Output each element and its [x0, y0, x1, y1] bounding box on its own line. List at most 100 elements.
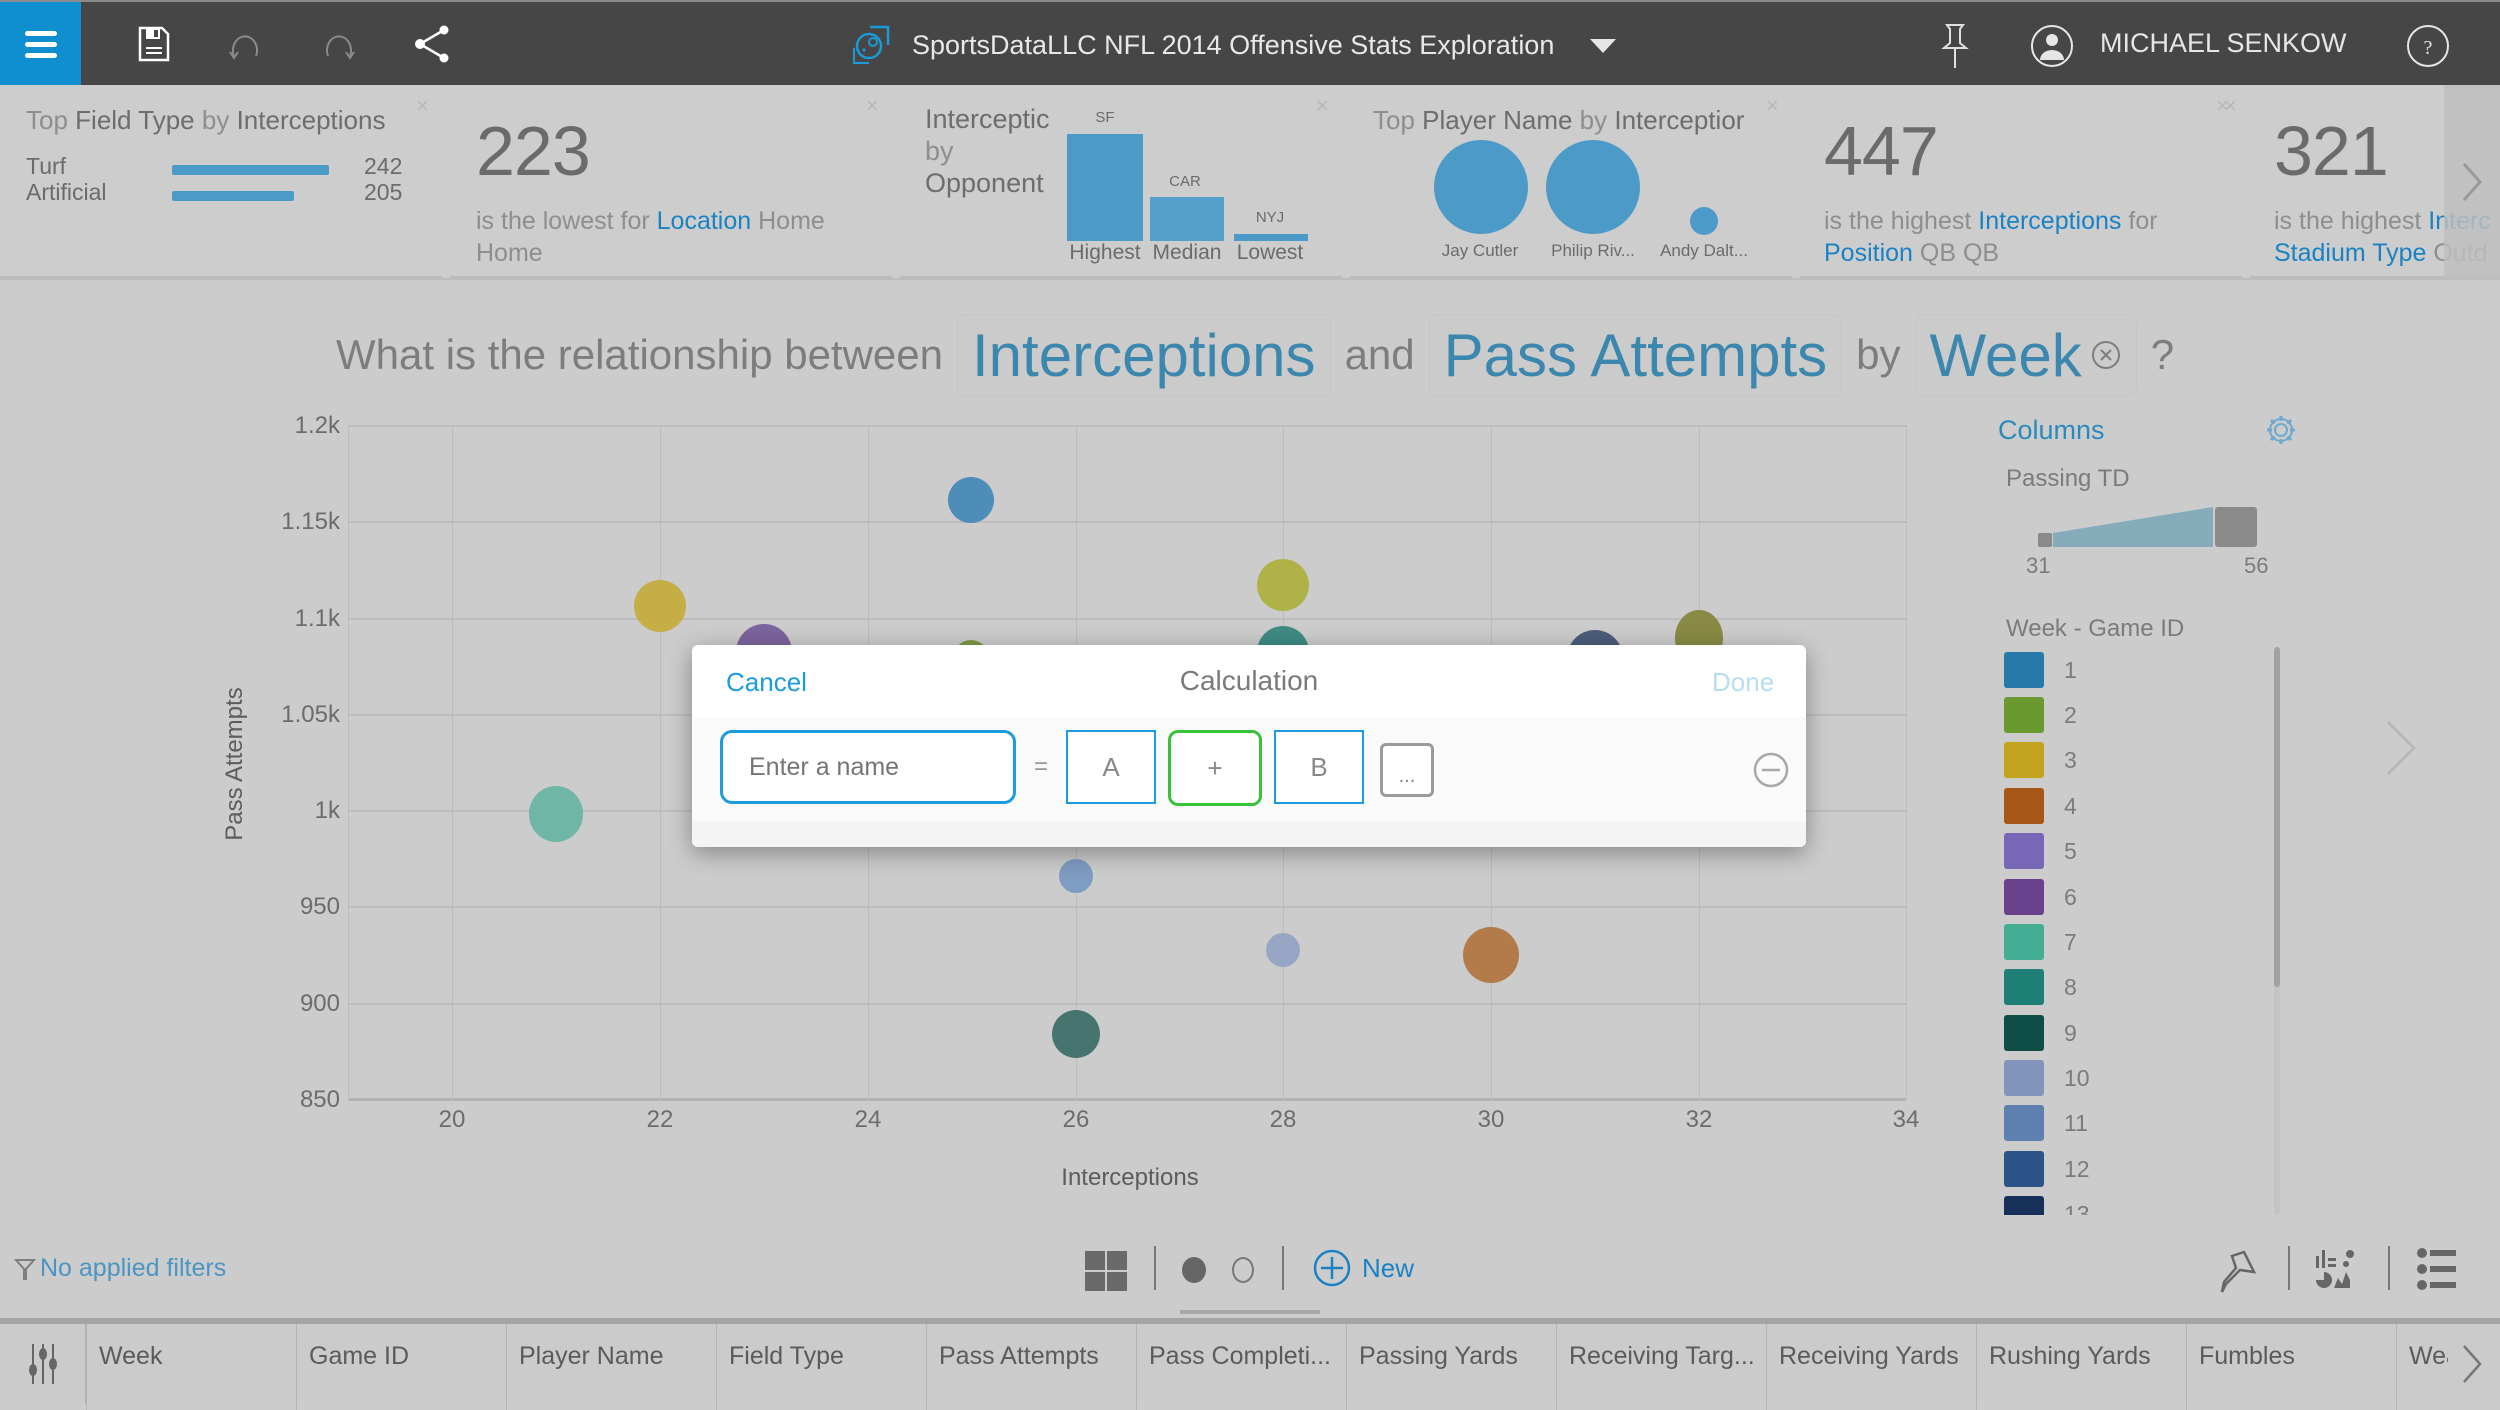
- pin-insight-icon[interactable]: [2214, 1248, 2258, 1294]
- column-header-field-type[interactable]: Field Type: [716, 1324, 926, 1410]
- insight-card-highest-position[interactable]: × 447 is the highest Interceptions for Po…: [1800, 85, 2242, 278]
- legend-item[interactable]: 11: [2004, 1105, 2088, 1141]
- insight-value: 321: [2274, 112, 2389, 190]
- close-card-icon[interactable]: ×: [1316, 93, 1329, 118]
- data-point-week-3[interactable]: [634, 580, 686, 632]
- close-card-icon[interactable]: ×: [2216, 93, 2229, 118]
- list-icon[interactable]: [2414, 1246, 2458, 1292]
- data-point-week-1[interactable]: [948, 477, 994, 523]
- dimension-pill[interactable]: Week: [1914, 313, 2137, 397]
- column-header-receiving-yards[interactable]: Receiving Yards: [1766, 1324, 1976, 1410]
- menu-button[interactable]: [0, 2, 81, 87]
- legend-item[interactable]: 7: [2004, 924, 2077, 960]
- measure1-pill[interactable]: Interceptions: [957, 313, 1331, 397]
- column-header-pass-completions[interactable]: Pass Completi...: [1136, 1324, 1346, 1410]
- data-point-week-2[interactable]: [1257, 559, 1309, 611]
- bar-label: Median: [1152, 241, 1222, 264]
- done-button[interactable]: Done: [1712, 667, 1775, 697]
- columns-button[interactable]: Columns: [1998, 415, 2105, 445]
- insight-text: is the lowest for Location Home Home: [476, 207, 825, 267]
- column-header-player-name[interactable]: Player Name: [506, 1324, 716, 1410]
- data-point-week-7[interactable]: [529, 786, 583, 842]
- column-header-passing-yards[interactable]: Passing Yards: [1346, 1324, 1556, 1410]
- data-point-week-4[interactable]: [1463, 927, 1519, 983]
- close-card-icon[interactable]: ×: [416, 93, 429, 118]
- drag-handle[interactable]: [1180, 1310, 1320, 1314]
- column-header-weather[interactable]: Wea: [2396, 1324, 2448, 1410]
- operand-b-slot[interactable]: B: [1274, 730, 1364, 804]
- column-header-fumbles[interactable]: Fumbles: [2186, 1324, 2396, 1410]
- remove-row-icon[interactable]: [1752, 751, 1790, 789]
- legend-item[interactable]: 12: [2004, 1151, 2090, 1187]
- chevron-down-icon[interactable]: [1588, 35, 1618, 55]
- calculation-name-input[interactable]: [720, 730, 1016, 804]
- operator-slot[interactable]: +: [1168, 730, 1262, 806]
- legend-item[interactable]: 8: [2004, 969, 2077, 1005]
- page-dot-active[interactable]: [1182, 1257, 1206, 1283]
- legend-swatch: [2004, 697, 2044, 733]
- insight-card-top-player[interactable]: × Top Player Name by Interceptior Jay Cu…: [1350, 85, 1792, 278]
- data-point-week-10[interactable]: [1266, 933, 1300, 967]
- operand-a-slot[interactable]: A: [1066, 730, 1156, 804]
- close-card-icon[interactable]: ×: [1766, 93, 1779, 118]
- y-axis-line: [348, 425, 349, 1100]
- data-point-week-9[interactable]: [1052, 1010, 1100, 1058]
- remove-dimension-icon[interactable]: [2090, 339, 2122, 371]
- legend-item[interactable]: 9: [2004, 1015, 2077, 1051]
- data-table-header: Week Game ID Player Name Field Type Pass…: [0, 1318, 2500, 1410]
- chart-types-icon[interactable]: [2312, 1246, 2358, 1292]
- redo-icon[interactable]: [316, 22, 360, 66]
- size-legend-min: 31: [2026, 553, 2051, 578]
- pin-icon[interactable]: [1940, 22, 1970, 70]
- close-card-icon[interactable]: ×: [866, 93, 879, 118]
- insight-card-opponent[interactable]: × Interceptic by Opponent SF CAR NYJ Highe…: [900, 85, 1342, 278]
- user-name[interactable]: MICHAEL SENKOW: [2100, 28, 2347, 58]
- more-operands-button[interactable]: ...: [1380, 743, 1434, 797]
- insight-card-top-field-type[interactable]: Top Field Type by Interceptions × Turf 2…: [0, 85, 442, 278]
- column-header-week[interactable]: Week: [86, 1324, 296, 1410]
- filters-button[interactable]: No applied filters: [14, 1254, 226, 1283]
- insights-next-button[interactable]: [2444, 85, 2500, 278]
- column-header-rushing-yards[interactable]: Rushing Yards: [1976, 1324, 2186, 1410]
- y-tick: 900: [299, 990, 340, 1017]
- workbook-title: SportsDataLLC NFL 2014 Offensive Stats E…: [912, 29, 1555, 60]
- color-legend-list[interactable]: 1 2 3 4 5 6 7 8 9 10 11 12 13: [1998, 647, 2298, 1215]
- save-icon[interactable]: [132, 22, 176, 66]
- close-card-icon[interactable]: ×: [2224, 93, 2237, 118]
- user-avatar-icon[interactable]: [2030, 24, 2074, 68]
- legend-item[interactable]: 13: [2004, 1196, 2090, 1215]
- undo-icon[interactable]: [224, 22, 268, 66]
- insight-card-lowest-location[interactable]: × 223 is the lowest for Location Home Hom…: [450, 85, 892, 278]
- column-header-pass-attempts[interactable]: Pass Attempts: [926, 1324, 1136, 1410]
- legend-item[interactable]: 6: [2004, 879, 2077, 915]
- column-settings-button[interactable]: [0, 1324, 86, 1404]
- gear-icon[interactable]: [2264, 413, 2298, 447]
- insight-value: 447: [1824, 112, 1939, 190]
- column-header-game-id[interactable]: Game ID: [296, 1324, 506, 1410]
- cancel-button[interactable]: Cancel: [726, 667, 807, 697]
- grid-layout-icon[interactable]: [1084, 1250, 1128, 1292]
- help-icon[interactable]: ?: [2406, 24, 2450, 68]
- table-scroll-right-icon[interactable]: [2458, 1342, 2486, 1386]
- legend-scrollbar-thumb[interactable]: [2274, 647, 2280, 987]
- column-header-receiving-targets[interactable]: Receiving Targ...: [1556, 1324, 1766, 1410]
- measure2-pill[interactable]: Pass Attempts: [1428, 313, 1843, 397]
- legend-item[interactable]: 10: [2004, 1060, 2090, 1096]
- size-legend-max: 56: [2244, 553, 2269, 578]
- data-point-week-11[interactable]: [1059, 859, 1093, 893]
- legend-item[interactable]: 1: [2004, 652, 2077, 688]
- workbook-title-button[interactable]: SportsDataLLC NFL 2014 Offensive Stats E…: [850, 20, 1618, 70]
- y-tick: 1.05k: [281, 701, 340, 728]
- next-chart-chevron-icon[interactable]: [2382, 718, 2420, 778]
- insight-card-highest-stadium[interactable]: 321 is the highest IntercStadium Type Ou…: [2250, 85, 2500, 278]
- legend-item[interactable]: 2: [2004, 697, 2077, 733]
- legend-item[interactable]: 3: [2004, 742, 2077, 778]
- share-icon[interactable]: [410, 22, 454, 66]
- legend-swatch: [2004, 652, 2044, 688]
- legend-item[interactable]: 5: [2004, 833, 2077, 869]
- page-dot[interactable]: [1232, 1257, 1254, 1283]
- new-button[interactable]: New: [1312, 1248, 1414, 1288]
- divider: [1154, 1246, 1156, 1290]
- legend-item[interactable]: 4: [2004, 788, 2077, 824]
- legend-scrollbar-track[interactable]: [2274, 647, 2280, 1215]
